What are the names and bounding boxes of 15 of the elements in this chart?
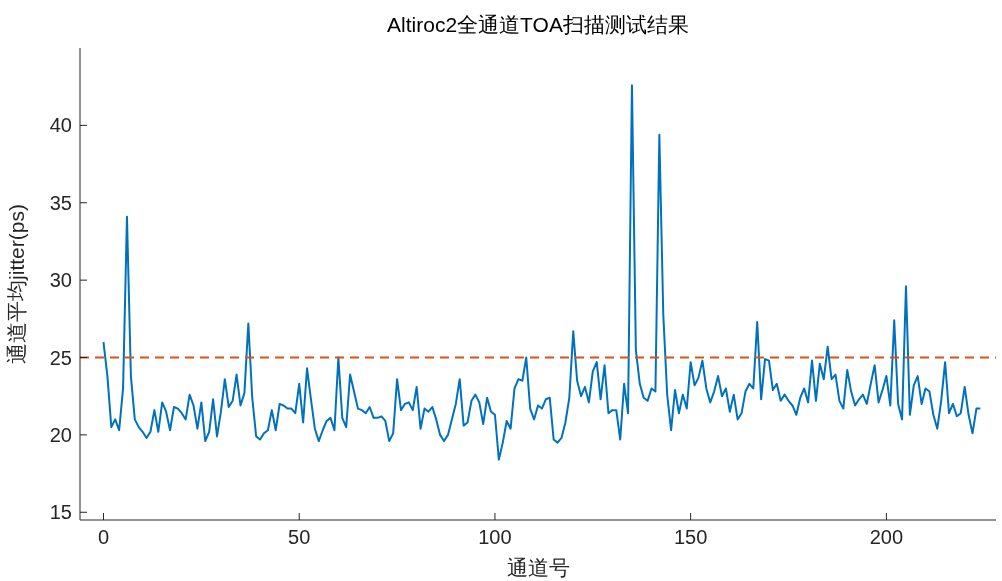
y-tick-label: 25 [49, 346, 72, 369]
y-tick-label: 35 [49, 191, 72, 214]
x-tick-label: 100 [478, 526, 512, 548]
x-tick-label: 150 [673, 526, 708, 548]
x-tick-label: 200 [869, 526, 904, 548]
line-series [102, 84, 982, 461]
y-tick-label: 30 [49, 269, 72, 292]
x-axis-title: 通道号 [506, 556, 570, 579]
x-tick-label: 50 [288, 526, 311, 548]
y-axis-title: 通道平均jitter(ps) [5, 204, 28, 364]
y-tick-label: 20 [49, 423, 72, 446]
y-tick-label: 15 [49, 501, 72, 524]
y-tick-label: 40 [49, 114, 72, 137]
x-tick-label: 0 [97, 526, 110, 548]
chart-title: Altiroc2全通道TOA扫描测试结果 [387, 13, 689, 36]
